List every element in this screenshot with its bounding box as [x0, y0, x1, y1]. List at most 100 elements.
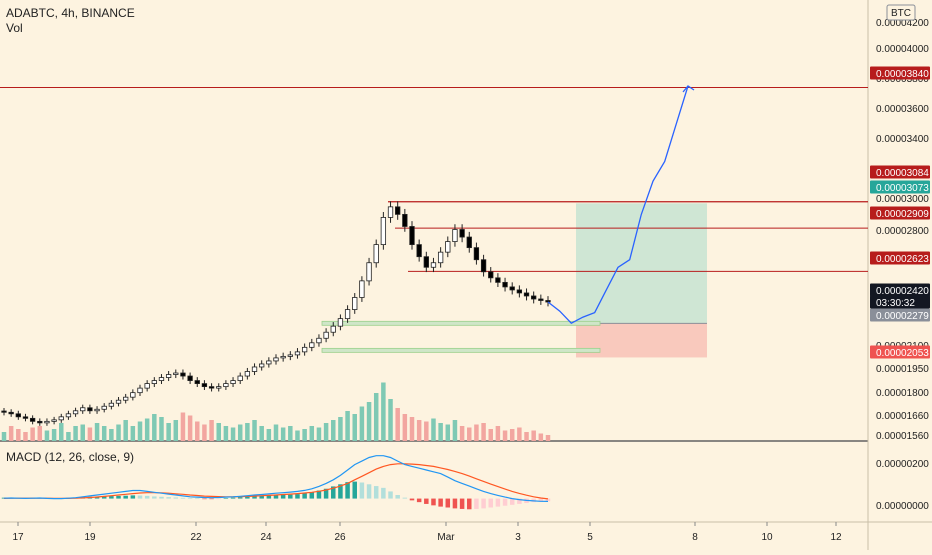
candle-body	[80, 407, 86, 412]
volume-bar	[424, 421, 429, 441]
macd-histogram-bar	[123, 495, 128, 499]
time-tick-label: 22	[190, 532, 202, 543]
macd-histogram-bar	[309, 492, 315, 499]
candle-body	[1, 410, 7, 413]
candle-body	[259, 363, 265, 368]
volume-bar	[80, 424, 85, 441]
candle-body	[130, 392, 136, 398]
macd-histogram-bar	[280, 495, 286, 499]
candlestick-series	[1, 201, 551, 426]
volume-bar	[395, 408, 400, 441]
volume-label[interactable]: Vol	[6, 21, 23, 35]
volume-bar	[252, 420, 257, 441]
price-label-text: 0.00003084	[876, 168, 929, 179]
macd-histogram-bar	[144, 495, 150, 499]
candle-body	[437, 251, 444, 264]
price-tick-label: 0.00003400	[876, 134, 929, 145]
volume-bar	[30, 427, 35, 441]
projection-path	[547, 85, 695, 325]
candle-body	[144, 383, 150, 389]
volume-bar	[51, 429, 57, 441]
candle-body	[51, 419, 57, 422]
macd-pane	[1, 455, 551, 510]
candle-body	[194, 380, 200, 384]
candle-body	[466, 236, 472, 249]
macd-histogram-bar	[237, 497, 243, 499]
currency-badge[interactable]: BTC	[886, 4, 916, 21]
volume-bar	[467, 427, 472, 441]
macd-histogram-bar	[202, 498, 207, 500]
volume-bar	[459, 426, 465, 441]
volume-bar	[144, 418, 150, 441]
candle-body	[337, 318, 344, 327]
candle-body	[230, 380, 236, 384]
candle-body	[473, 247, 480, 261]
candle-body	[58, 416, 64, 421]
macd-histogram-bar	[245, 496, 250, 499]
volume-bar	[323, 423, 329, 441]
candle-body	[416, 244, 422, 258]
price-label-box	[870, 295, 930, 309]
macd-histogram-bar	[366, 484, 372, 499]
candle-body	[538, 298, 544, 301]
macd-histogram-bar	[359, 482, 365, 499]
volume-bar	[116, 424, 121, 441]
candle-body	[359, 280, 365, 298]
candle-body	[287, 354, 293, 357]
macd-histogram-bar	[195, 498, 200, 499]
price-label-box	[870, 165, 930, 179]
price-label-box	[870, 206, 930, 220]
macd-histogram-bar	[381, 487, 386, 499]
currency-text: BTC	[891, 8, 911, 19]
candle-body	[94, 408, 100, 412]
macd-histogram-bar	[459, 498, 465, 509]
volume-bar	[109, 429, 114, 441]
volume-bar	[37, 426, 43, 441]
candle-body	[352, 297, 358, 310]
volume-bar	[266, 429, 272, 441]
volume-bars	[1, 382, 551, 441]
time-tick-label: 10	[761, 532, 773, 543]
candle-body	[244, 371, 251, 377]
volume-bar	[309, 426, 315, 441]
macd-histogram-bar	[452, 498, 458, 509]
candle-body	[309, 342, 315, 348]
candle-body	[223, 383, 229, 388]
volume-bar	[216, 423, 221, 441]
price-label-box	[870, 283, 930, 297]
candle-body	[430, 262, 437, 268]
volume-bar	[295, 430, 300, 441]
macd-histogram-bar	[259, 495, 264, 499]
volume-bar	[16, 429, 21, 441]
price-label-text: 0.00002279	[876, 311, 929, 322]
candle-body	[158, 377, 165, 381]
macd-histogram-bar	[187, 498, 193, 499]
volume-bar	[59, 423, 64, 441]
volume-bar	[195, 421, 200, 441]
price-labels: 0.00003840 0.00003084 0.00003073 0.00002909…	[870, 66, 930, 359]
candle-body	[87, 407, 93, 412]
candle-body	[216, 386, 222, 389]
macd-histogram-bar	[288, 494, 293, 499]
volume-bar	[488, 429, 493, 441]
volume-bar	[8, 426, 14, 441]
candle-body	[294, 351, 301, 356]
volume-bar	[259, 426, 264, 441]
volume-bar	[44, 430, 50, 441]
macd-histogram-bar	[273, 495, 279, 499]
macd-legend[interactable]: MACD (12, 26, close, 9)	[6, 450, 135, 464]
volume-bar	[123, 420, 128, 441]
candle-body	[15, 413, 21, 418]
time-axis[interactable]: 17 19 22 24 26 Mar 3 5 8 10 12	[12, 522, 842, 543]
volume-bar	[280, 427, 286, 441]
volume-bar	[180, 412, 186, 441]
macd-line	[3, 455, 549, 502]
time-tick-label: 19	[84, 532, 96, 543]
volume-bar	[452, 420, 458, 441]
symbol-title[interactable]: ADABTC, 4h, BINANCE	[6, 6, 135, 20]
time-tick-label: 5	[587, 532, 593, 543]
candle-body	[137, 387, 143, 394]
price-label-text: 0.00002053	[876, 348, 929, 359]
